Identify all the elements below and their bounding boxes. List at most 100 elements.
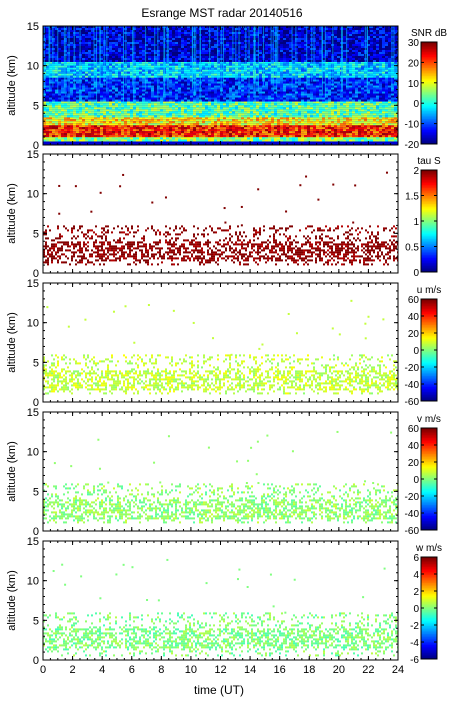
colorbar-tick-label: 20 xyxy=(408,458,420,469)
colorbar-tick-label: 4 xyxy=(413,570,419,581)
colorbar-tick-label: -20 xyxy=(405,363,420,374)
colorbar-tick-label: 2 xyxy=(413,166,419,177)
x-tick-label: 8 xyxy=(158,664,164,676)
colorbar-label-v: v m/s xyxy=(417,414,441,425)
snr-layer-4 xyxy=(43,77,398,102)
x-tick-label: 0 xyxy=(40,664,46,676)
y-tick-label: 10 xyxy=(27,61,39,73)
x-tick-label: 4 xyxy=(99,664,105,676)
plot-area-tau xyxy=(43,171,398,266)
colorbar-label-tau: tau S xyxy=(417,156,441,167)
panel-snr: 0 5 10 15 altitude (km) 30 20 10 0 -10 -20 SNR dB xyxy=(6,21,447,152)
w-data-points xyxy=(43,558,398,657)
colorbar-tick-label: 1.5 xyxy=(405,192,419,203)
colorbar-tau: 2 1.5 1 0.5 0 tau S xyxy=(405,156,441,279)
y-tick-label: 0 xyxy=(33,140,39,152)
colorbar-tick-label: 0 xyxy=(413,475,419,486)
panel-v: 0 5 10 15 altitude (km) 60 40 20 0 -20 -40 -60 v m/s xyxy=(6,407,441,538)
colorbar-label-snr: SNR dB xyxy=(411,28,447,39)
colorbar-tick-label: -60 xyxy=(405,397,420,408)
y-tick-label: 10 xyxy=(27,189,39,201)
y-axis-label-v: altitude (km) xyxy=(6,441,18,502)
y-tick-label: 15 xyxy=(27,21,39,33)
y-axis-label-tau: altitude (km) xyxy=(6,183,18,244)
y-tick-label: 5 xyxy=(33,100,39,112)
colorbar-w: 6 4 2 0 -2 -4 -6 w m/s xyxy=(410,543,442,666)
x-tick-label: 18 xyxy=(303,664,315,676)
colorbar-snr: 30 20 10 0 -10 -20 SNR dB xyxy=(405,28,448,151)
colorbar-v: 60 40 20 0 -20 -40 -60 v m/s xyxy=(405,414,441,537)
colorbar-tick-label: -2 xyxy=(410,621,419,632)
colorbar-tick-label: 6 xyxy=(413,553,419,564)
colorbar-tick-label: 60 xyxy=(408,424,420,435)
y-tick-label: 15 xyxy=(27,407,39,419)
colorbar-tick-label: -6 xyxy=(410,655,419,666)
y-tick-label: 0 xyxy=(33,268,39,280)
snr-layer-5 xyxy=(43,61,398,78)
tau-data-points xyxy=(43,171,398,266)
colorbar-tick-label: 60 xyxy=(408,295,420,306)
x-tick-label: 2 xyxy=(70,664,76,676)
y-tick-label: 10 xyxy=(27,318,39,330)
snr-layer-6 xyxy=(43,26,398,62)
colorbar-tick-label: 0.5 xyxy=(405,243,419,254)
panel-tau: 0 5 10 15 altitude (km) 2 1.5 1 0.5 0 tau S xyxy=(6,149,441,280)
colorbar-label-u: u m/s xyxy=(417,285,441,296)
colorbar-tick-label: -4 xyxy=(410,638,419,649)
x-axis-label: time (UT) xyxy=(194,683,244,697)
x-tick-label: 16 xyxy=(274,664,286,676)
colorbar-tick-label: -20 xyxy=(405,140,420,151)
colorbar-tick-label: -40 xyxy=(405,509,420,520)
y-tick-label: 15 xyxy=(27,149,39,161)
y-axis-label-u: altitude (km) xyxy=(6,312,18,373)
y-tick-label: 5 xyxy=(33,228,39,240)
colorbar-tick-label: 0 xyxy=(413,604,419,615)
colorbar-tick-label: 30 xyxy=(408,38,420,49)
plot-area-u xyxy=(43,299,398,395)
colorbar-tick-label: -20 xyxy=(405,492,420,503)
colorbar-tick-label: 20 xyxy=(408,58,420,69)
plot-area-v xyxy=(43,430,398,524)
u-data-points xyxy=(43,299,398,395)
y-axis-label-w: altitude (km) xyxy=(6,570,18,631)
colorbar-tick-label: 2 xyxy=(413,587,419,598)
y-tick-label: 15 xyxy=(27,278,39,290)
y-tick-label: 0 xyxy=(33,397,39,409)
plot-area-w xyxy=(43,558,398,657)
colorbar-tick-label: 10 xyxy=(408,79,420,90)
x-tick-label: 22 xyxy=(362,664,374,676)
colorbar-tick-label: -40 xyxy=(405,380,420,391)
colorbar-tick-label: 1 xyxy=(413,217,419,228)
y-tick-label: 5 xyxy=(33,615,39,627)
y-tick-label: 5 xyxy=(33,486,39,498)
colorbar-tick-label: 20 xyxy=(408,329,420,340)
x-tick-label: 6 xyxy=(129,664,135,676)
colorbar-tick-label: 0 xyxy=(413,268,419,279)
snr-layer-1 xyxy=(43,125,398,138)
y-tick-label: 0 xyxy=(33,655,39,667)
colorbar-tick-label: 0 xyxy=(413,346,419,357)
x-tick-label: 14 xyxy=(244,664,256,676)
plot-area-snr xyxy=(43,26,398,145)
x-tick-label: 24 xyxy=(392,664,404,676)
y-tick-label: 15 xyxy=(27,536,39,548)
y-tick-label: 5 xyxy=(33,357,39,369)
colorbar-tick-label: 40 xyxy=(408,441,420,452)
snr-streaks xyxy=(43,26,395,106)
y-axis-label-snr: altitude (km) xyxy=(6,55,18,116)
figure-title: Esrange MST radar 20140516 xyxy=(141,6,303,20)
colorbar-label-w: w m/s xyxy=(415,543,442,554)
colorbar-tick-label: 40 xyxy=(408,312,420,323)
snr-layer-2 xyxy=(43,117,398,126)
x-tick-label: 12 xyxy=(214,664,226,676)
v-data-points xyxy=(43,430,398,524)
colorbar-u: 60 40 20 0 -20 -40 -60 u m/s xyxy=(405,285,442,408)
colorbar-tick-label: 0 xyxy=(413,99,419,110)
x-tick-label: 10 xyxy=(185,664,197,676)
y-tick-label: 0 xyxy=(33,526,39,538)
panel-u: 0 5 10 15 altitude (km) 60 40 20 0 -20 -40 -60 u m/s xyxy=(6,278,441,409)
colorbar-tick-label: -60 xyxy=(405,526,420,537)
